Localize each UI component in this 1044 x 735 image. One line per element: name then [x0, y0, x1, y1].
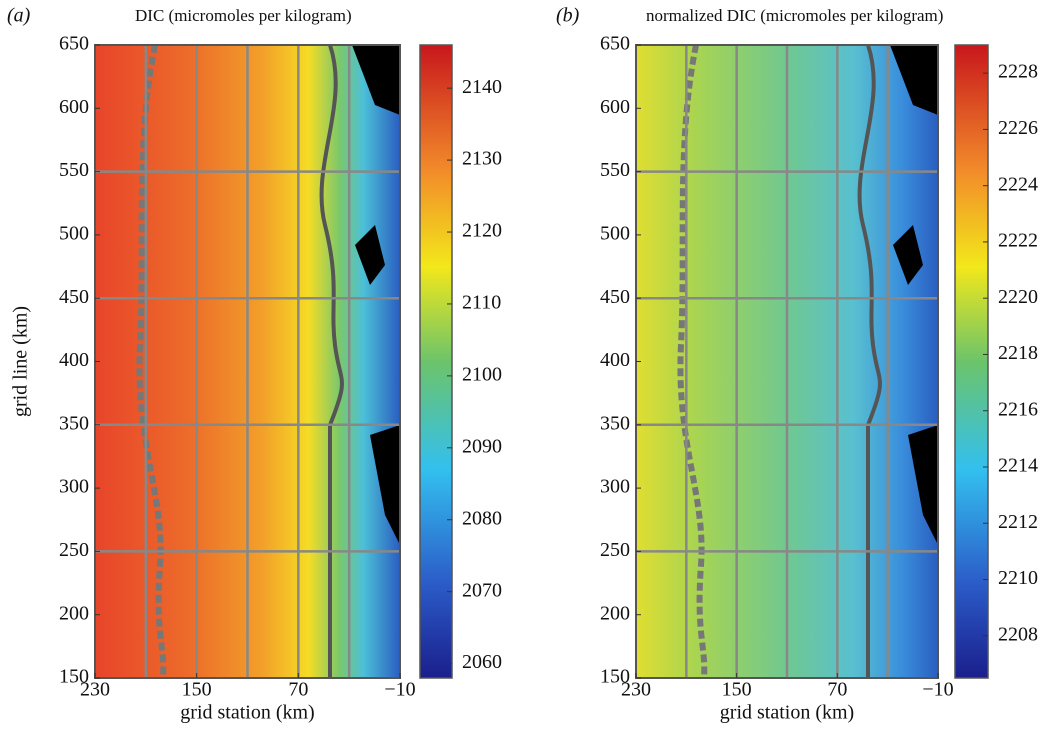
colorbar-tick-label: 2090	[462, 435, 502, 457]
y-tick-label: 450	[59, 286, 89, 308]
y-tick-label: 250	[600, 539, 630, 561]
colorbar-tick-label: 2220	[998, 286, 1038, 308]
x-axis-label: grid station (km)	[720, 702, 854, 724]
y-tick-label: 550	[59, 159, 89, 181]
colorbar-tick-label: 2218	[998, 342, 1038, 364]
colorbar-tick-label: 2100	[462, 363, 502, 385]
x-tick-label: −10	[922, 679, 953, 701]
panel-title: DIC (micromoles per kilogram)	[135, 6, 352, 25]
y-tick-label: 600	[600, 96, 630, 118]
colorbar-tick-label: 2140	[462, 76, 502, 98]
x-tick-label: 150	[182, 679, 212, 701]
colorbar-tick-label: 2120	[462, 220, 502, 242]
y-tick-label: 150	[600, 666, 630, 688]
x-tick-label: 150	[722, 679, 752, 701]
y-tick-label: 550	[600, 159, 630, 181]
y-tick-label: 450	[600, 286, 630, 308]
y-tick-label: 350	[600, 412, 630, 434]
y-tick-label: 150	[59, 666, 89, 688]
x-tick-label: 70	[288, 679, 308, 701]
colorbar-tick-label: 2210	[998, 567, 1038, 589]
y-tick-label: 650	[59, 33, 89, 55]
colorbar-tick-label: 2110	[462, 292, 501, 314]
colorbar	[419, 44, 453, 679]
colorbar-tick-label: 2226	[998, 117, 1038, 139]
coast	[319, 44, 344, 678]
panel-title: normalized DIC (micromoles per kilogram)	[646, 6, 943, 25]
colorbar-tick-label: 2212	[998, 511, 1038, 533]
y-tick-label: 400	[600, 349, 630, 371]
front	[136, 44, 167, 679]
colorbar-tick-label: 2208	[998, 623, 1038, 645]
colorbar-tick-label: 2222	[998, 230, 1038, 252]
x-tick-label: 70	[827, 679, 847, 701]
y-tick-label: 300	[59, 476, 89, 498]
colorbar-tick-label: 2080	[462, 507, 502, 529]
coast	[857, 44, 882, 678]
x-tick-label: −10	[384, 679, 415, 701]
x-tick-label: 230	[621, 679, 651, 701]
x-axis-label: grid station (km)	[180, 702, 314, 724]
y-tick-label: 250	[59, 539, 89, 561]
colorbar-tick-label: 2070	[462, 579, 502, 601]
colorbar-tick-label: 2214	[998, 455, 1038, 477]
colorbar-tick-label: 2224	[998, 173, 1038, 195]
land	[890, 45, 938, 545]
y-tick-label: 200	[59, 602, 89, 624]
y-tick-label: 500	[59, 222, 89, 244]
y-tick-label: 500	[600, 222, 630, 244]
front	[677, 44, 708, 679]
x-tick-label: 230	[80, 679, 110, 701]
colorbar	[954, 44, 989, 679]
y-tick-label: 200	[600, 602, 630, 624]
y-tick-label: 350	[59, 412, 89, 434]
panel-label: (a)	[7, 5, 31, 27]
y-tick-label: 650	[600, 33, 630, 55]
y-tick-label: 300	[600, 476, 630, 498]
colorbar-tick-label: 2060	[462, 651, 502, 673]
y-tick-label: 400	[59, 349, 89, 371]
panel-label: (b)	[556, 5, 580, 27]
colorbar-tick-label: 2130	[462, 148, 502, 170]
colorbar-tick-label: 2228	[998, 61, 1038, 83]
y-tick-label: 600	[59, 96, 89, 118]
land	[352, 45, 400, 545]
colorbar-tick-label: 2216	[998, 398, 1038, 420]
y-axis-label: grid line (km)	[10, 306, 32, 417]
